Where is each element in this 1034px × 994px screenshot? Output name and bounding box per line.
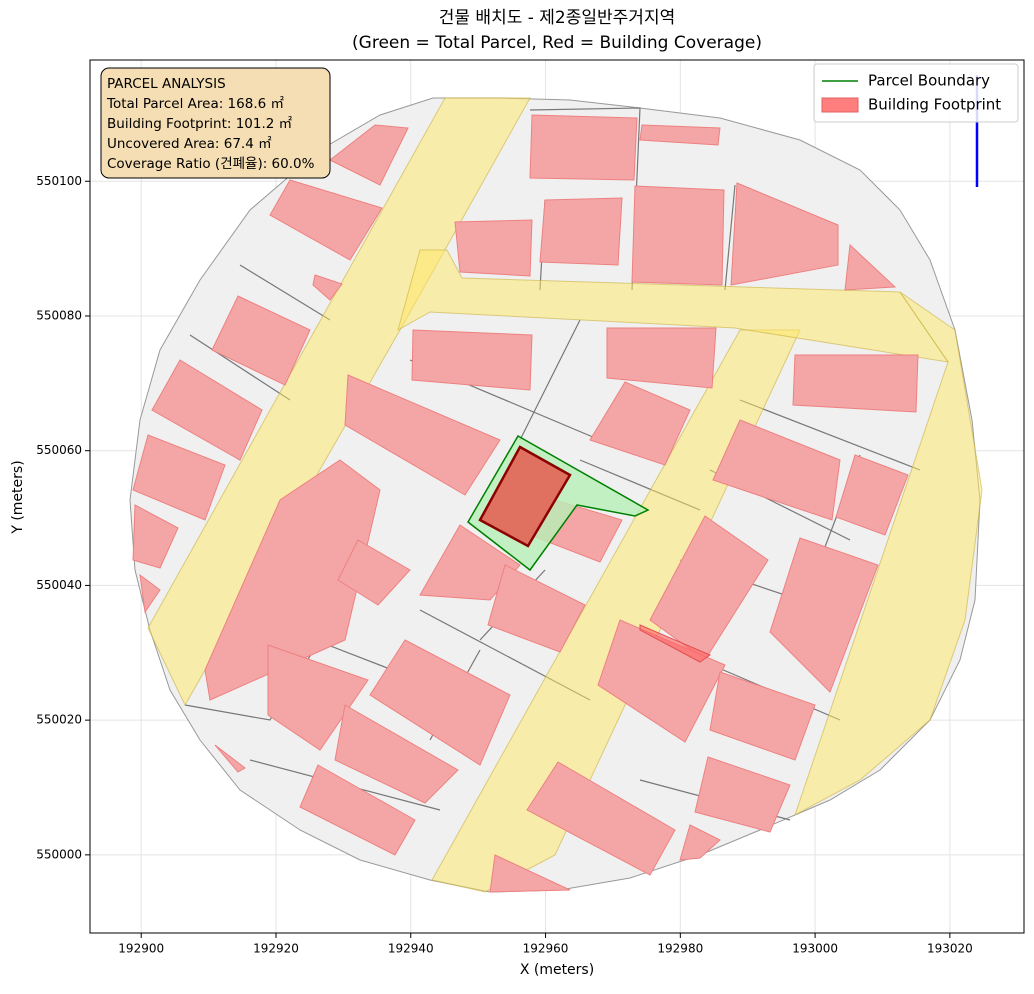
- annotation-box: [100, 67, 331, 179]
- legend-swatch: [821, 97, 859, 113]
- y-tick-label: 550060: [36, 443, 82, 457]
- plot-frame: [89, 59, 1025, 934]
- annotation: PARCEL ANALYSIS Total Parcel Area: 168.6 …: [106, 76, 315, 172]
- building-footprint-highlight: [478, 445, 572, 548]
- buildings: [132, 114, 919, 893]
- annotation-line: Building Footprint: 101.2 ㎡: [107, 116, 293, 132]
- legend: Parcel Boundary Building Footprint: [821, 72, 1001, 114]
- y-axis-label: Y (meters): [10, 460, 26, 534]
- x-tick-label: 193000: [792, 942, 838, 956]
- chart-title: 건물 배치도 - 제2종일반주거지역: [439, 8, 675, 28]
- map-layer: [129, 75, 983, 893]
- annotation-line: PARCEL ANALYSIS: [107, 76, 226, 92]
- y-tick-label: 550100: [36, 174, 82, 188]
- y-tick-label: 550000: [36, 847, 82, 861]
- chart-subtitle: (Green = Total Parcel, Red = Building Co…: [352, 33, 762, 53]
- y-tick-label: 550080: [36, 308, 82, 322]
- y-tick-label: 550020: [36, 713, 82, 727]
- legend-label: Parcel Boundary: [868, 72, 990, 90]
- legend-box: [813, 63, 1019, 123]
- legend-label: Building Footprint: [868, 96, 1001, 114]
- x-tick-label: 192920: [253, 942, 299, 956]
- x-tick-label: 193020: [927, 942, 973, 956]
- x-tick-label: 192980: [657, 942, 703, 956]
- annotation-line: Uncovered Area: 67.4 ㎡: [107, 136, 272, 152]
- x-tick-label: 192900: [118, 942, 164, 956]
- roads: [147, 97, 983, 893]
- x-tick-label: 192960: [523, 942, 569, 956]
- annotation-line: Total Parcel Area: 168.6 ㎡: [106, 96, 284, 112]
- x-axis-label: X (meters): [520, 962, 594, 978]
- y-tick-label: 550040: [36, 578, 82, 592]
- annotation-line: Coverage Ratio (건폐율): 60.0%: [107, 156, 315, 172]
- x-tick-label: 192940: [388, 942, 434, 956]
